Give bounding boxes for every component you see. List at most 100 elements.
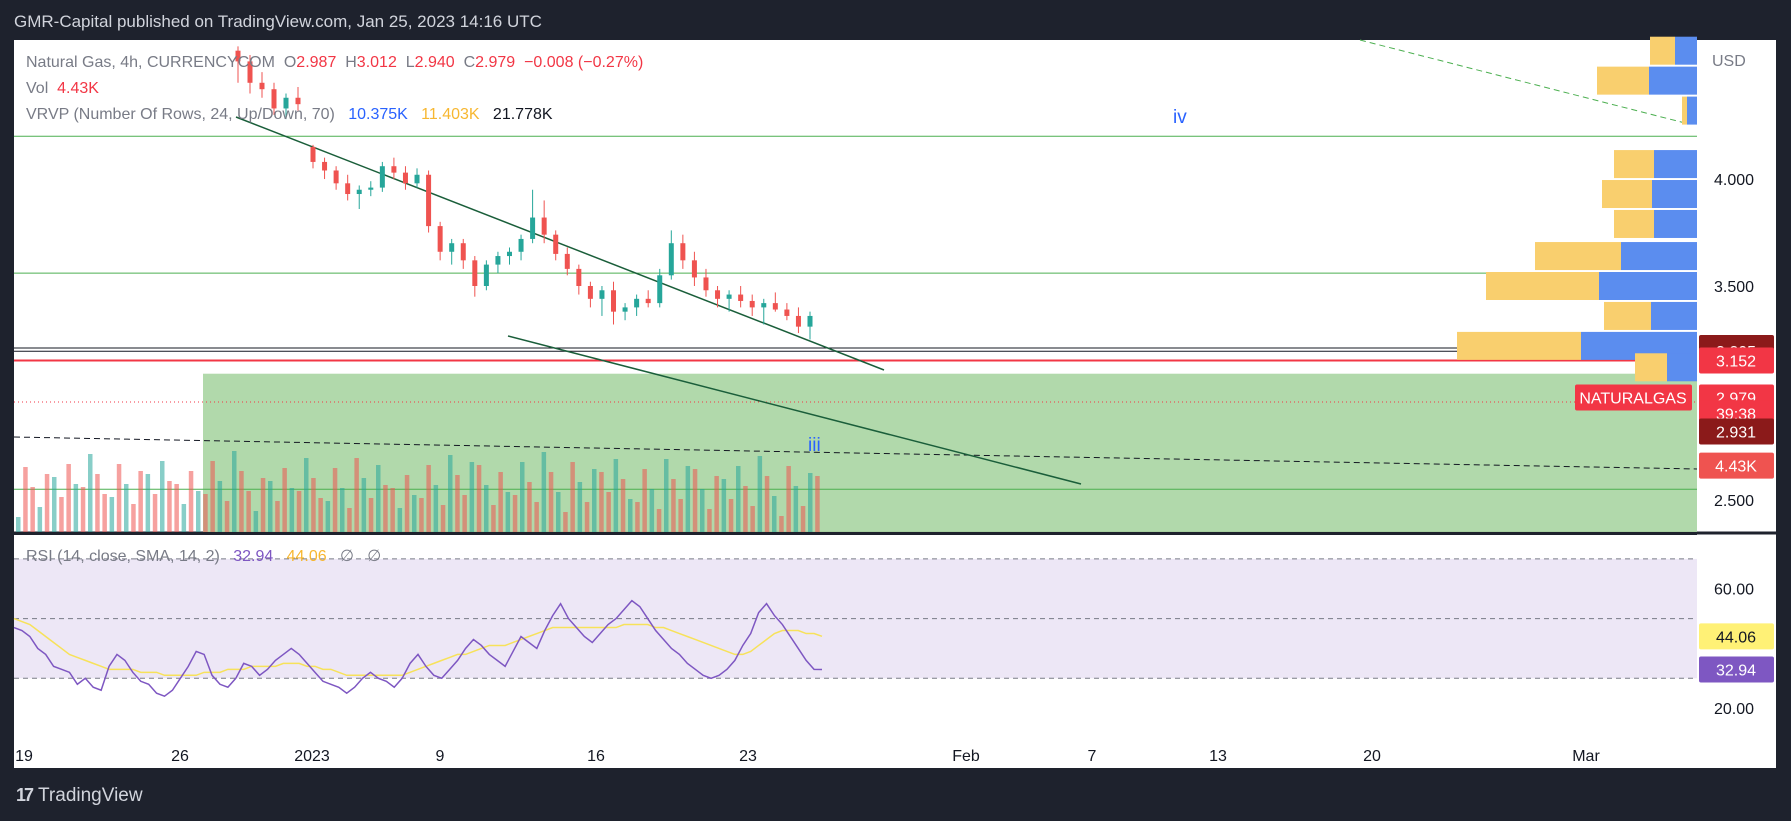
volume-bar (491, 505, 496, 532)
tradingview-logo-icon[interactable]: 17 (16, 785, 34, 805)
candle-body (345, 183, 351, 195)
volume-bar (296, 491, 302, 532)
vp-up-bar (1654, 209, 1697, 238)
legend-vrvp[interactable]: VRVP (Number Of Rows, 24, Up/Down, 70) 1… (26, 106, 553, 124)
legend-main[interactable]: Natural Gas, 4h, CURRENCYCOM O2.987 H3.0… (26, 54, 643, 72)
legend-vol: 4.43K (57, 80, 99, 97)
vp-up-bar (1675, 36, 1697, 65)
volume-bar (685, 466, 691, 532)
footer-brand[interactable]: TradingView (38, 785, 143, 806)
volume-bar (520, 462, 525, 532)
rsi-line (13, 599, 823, 698)
candle-body (530, 217, 536, 239)
volume-bar (138, 471, 143, 532)
legend-vrvp-down: 11.403K (421, 106, 480, 123)
legend-o-label: O (283, 54, 297, 71)
volume-bar (253, 511, 259, 532)
volume-bar (750, 506, 755, 532)
candle-body (807, 315, 813, 327)
publisher-text: GMR-Capital published on TradingView.com… (14, 12, 542, 31)
volume-bar (786, 466, 791, 532)
volume-bar (188, 471, 194, 532)
time-axis-bg[interactable] (14, 738, 1776, 768)
volume-bar (692, 469, 698, 532)
vp-up-bar (1652, 180, 1697, 209)
volume-bar (606, 492, 611, 532)
volume-bar (570, 462, 575, 532)
candle-body (645, 298, 651, 304)
volume-bar (671, 479, 676, 532)
volume-bar (37, 507, 43, 532)
price-badge-bg (1699, 418, 1774, 445)
rsi-badge-bg (1699, 656, 1774, 683)
legend-symbol: Natural Gas, 4h, CURRENCYCOM (26, 54, 275, 71)
volume-bar (59, 497, 64, 532)
volume-bar (808, 473, 813, 532)
volume-bar (145, 474, 151, 532)
legend-rsi[interactable]: RSI (14, close, SMA, 14, 2) 32.94 44.06 … (26, 546, 381, 566)
price-tick-label: 4.000 (1714, 172, 1754, 189)
price-badge-label: 2.931 (1716, 424, 1756, 441)
volume-bar (793, 486, 799, 532)
time-tick-label: 19 (15, 748, 33, 765)
candle-body (749, 300, 755, 308)
volume-bar (548, 472, 554, 532)
volume-bar (368, 498, 374, 532)
volume-bar (181, 504, 187, 532)
time-tick-label: 7 (1088, 748, 1097, 765)
volume-bar (325, 501, 331, 532)
vp-down-bar (1650, 36, 1675, 65)
rsi-badge-label: 32.94 (1716, 663, 1756, 680)
wave-iv-label[interactable]: iv (1173, 107, 1187, 128)
legend-o: 2.987 (296, 54, 337, 71)
volume-bar (361, 478, 367, 532)
volume-bar (131, 504, 136, 532)
price-badge-label: 3.152 (1716, 353, 1756, 370)
price-badge-bg (1699, 347, 1774, 374)
usd-label: USD (1712, 53, 1746, 70)
legend-rsi-sma: 44.06 (286, 548, 327, 565)
volume-bar (203, 494, 208, 532)
volume-bar (30, 487, 35, 532)
volume-bar (484, 485, 489, 532)
volume-bar (102, 494, 107, 532)
symbol-badge-bg (1575, 384, 1692, 411)
volume-bar (160, 461, 165, 532)
volume-bar (23, 467, 28, 532)
volume-bar (152, 494, 158, 532)
legend-h-label: H (345, 54, 357, 71)
footer-bar: 17 TradingView (0, 770, 1791, 821)
volume-bar (217, 481, 223, 532)
wave-iii-label[interactable]: iii (808, 435, 821, 456)
candle-body (715, 290, 721, 299)
candle-body (576, 268, 582, 286)
volume-bar (347, 508, 352, 532)
candle-body (634, 298, 640, 308)
legend-rsi-extra1: ∅ (339, 548, 354, 565)
vp-down-bar (1597, 66, 1649, 95)
volume-bar (52, 477, 57, 532)
volume-bar (512, 495, 518, 532)
vp-down-bar (1602, 180, 1652, 209)
vp-down-bar (1486, 272, 1599, 300)
volume-bar (124, 484, 129, 532)
candle-body (426, 174, 432, 227)
volume-bar (635, 502, 640, 532)
volume-bar (304, 458, 309, 532)
legend-h: 3.012 (356, 54, 397, 71)
legend-volume[interactable]: Vol 4.43K (26, 80, 99, 98)
legend-vol-label: Vol (26, 80, 49, 97)
volume-bar (196, 491, 201, 532)
volume-bar (282, 468, 287, 532)
candle-body (402, 172, 408, 184)
volume-bar (433, 485, 439, 532)
volume-bar (476, 465, 482, 532)
volume-bar (505, 492, 511, 532)
vp-down-bar (1535, 242, 1621, 271)
volume-bar (66, 464, 71, 532)
legend-c-label: C (463, 54, 476, 71)
volume-bar (383, 485, 388, 532)
volume-bar (167, 481, 172, 532)
candle-body (657, 275, 663, 304)
